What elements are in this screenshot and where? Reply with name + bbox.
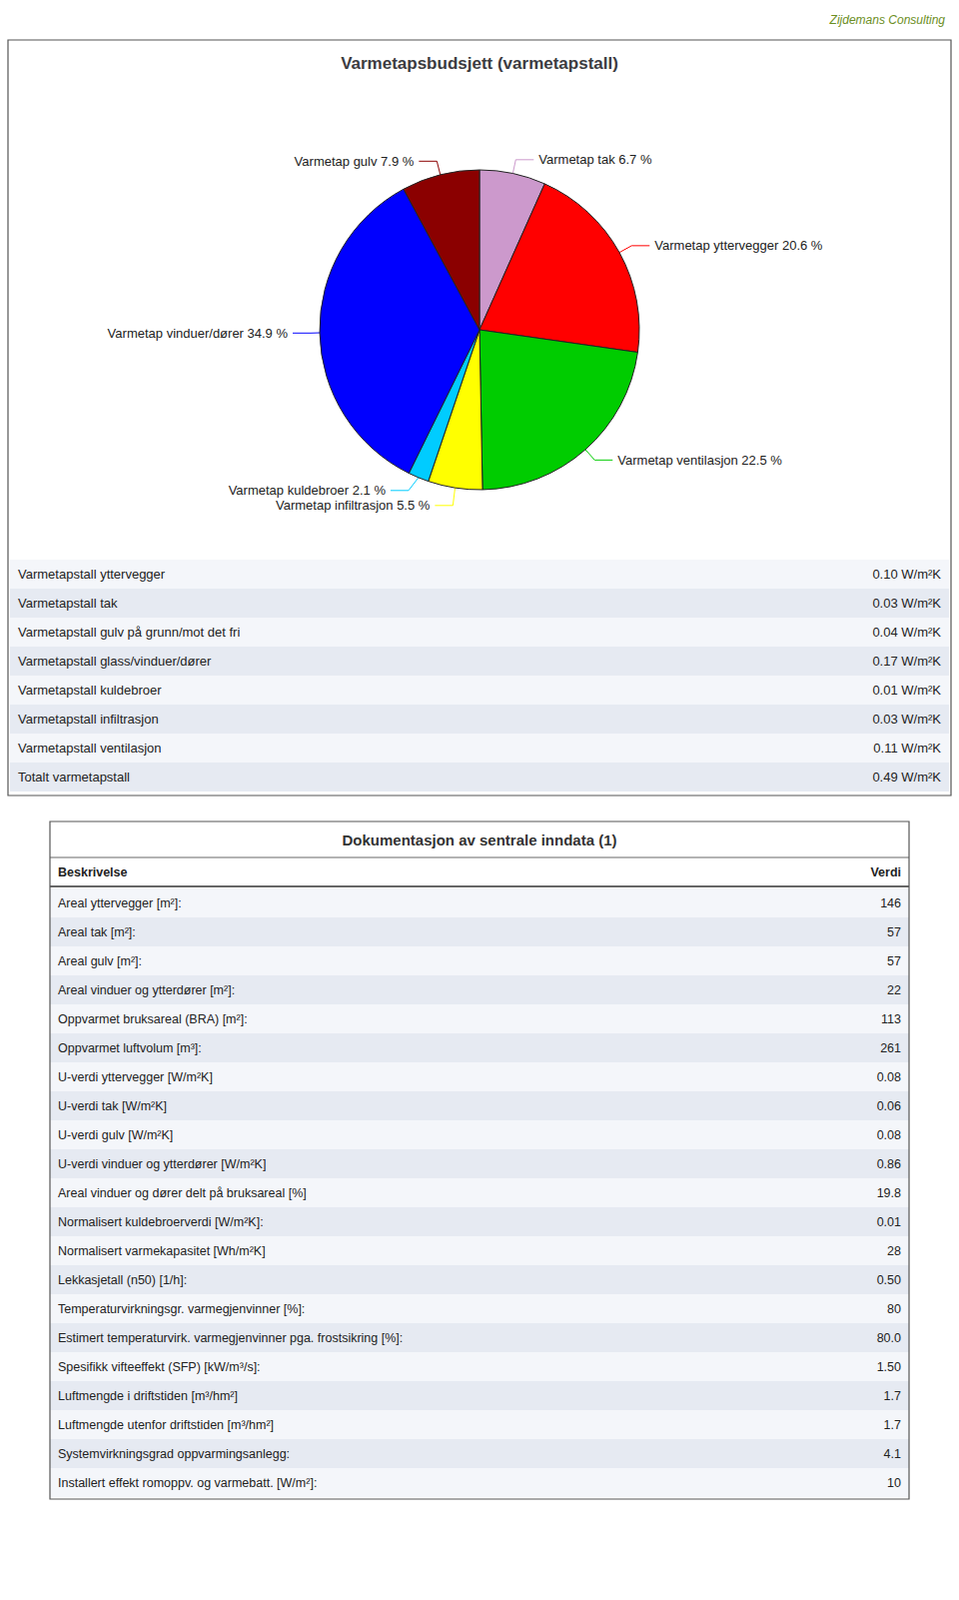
svg-text:Totalt varmetapstall: Totalt varmetapstall <box>17 769 130 785</box>
svg-text:22: 22 <box>887 982 902 997</box>
svg-text:Oppvarmet bruksareal (BRA) [m²: Oppvarmet bruksareal (BRA) [m²]: <box>57 1011 248 1026</box>
svg-text:Varmetapstall yttervegger: Varmetapstall yttervegger <box>17 566 166 582</box>
svg-text:80: 80 <box>887 1301 902 1316</box>
svg-text:Verdi: Verdi <box>870 865 902 880</box>
svg-text:Areal yttervegger [m²]:: Areal yttervegger [m²]: <box>57 896 182 911</box>
svg-text:0.86: 0.86 <box>877 1156 902 1171</box>
svg-text:U-verdi tak [W/m²K]: U-verdi tak [W/m²K] <box>57 1098 167 1113</box>
svg-text:U-verdi vinduer og ytterdører: U-verdi vinduer og ytterdører [W/m²K] <box>57 1156 266 1171</box>
svg-text:Normalisert varmekapasitet [Wh: Normalisert varmekapasitet [Wh/m²K] <box>57 1243 266 1258</box>
svg-text:19.8: 19.8 <box>877 1185 902 1200</box>
svg-text:10: 10 <box>887 1475 902 1490</box>
svg-text:80.0: 80.0 <box>877 1330 902 1345</box>
svg-text:Dokumentasjon av sentrale innd: Dokumentasjon av sentrale inndata (1) <box>341 831 617 849</box>
svg-text:Areal tak [m²]:: Areal tak [m²]: <box>57 925 136 940</box>
svg-text:Areal vinduer og ytterdører [m: Areal vinduer og ytterdører [m²]: <box>57 982 235 997</box>
svg-text:Varmetap infiltrasjon 5.5 %: Varmetap infiltrasjon 5.5 % <box>275 497 431 513</box>
svg-text:1.7: 1.7 <box>884 1417 902 1432</box>
svg-text:113: 113 <box>881 1011 902 1026</box>
svg-text:Varmetapsbudsjett (varmetapsta: Varmetapsbudsjett (varmetapstall) <box>340 53 619 73</box>
svg-text:146: 146 <box>880 896 902 911</box>
svg-text:Varmetapstall gulv på grunn/mo: Varmetapstall gulv på grunn/mot det fri <box>17 624 240 640</box>
svg-text:28: 28 <box>887 1243 902 1258</box>
svg-text:0.08: 0.08 <box>877 1069 902 1084</box>
svg-text:Estimert temperaturvirk. varme: Estimert temperaturvirk. varmegjenvinner… <box>57 1330 403 1345</box>
svg-text:Temperaturvirkningsgr. varmegj: Temperaturvirkningsgr. varmegjenvinner [… <box>57 1301 305 1316</box>
svg-text:57: 57 <box>887 954 902 968</box>
svg-text:0.01 W/m²K: 0.01 W/m²K <box>872 682 942 698</box>
svg-text:0.17 W/m²K: 0.17 W/m²K <box>872 653 942 669</box>
svg-text:Varmetap gulv 7.9 %: Varmetap gulv 7.9 % <box>294 153 415 169</box>
svg-text:1.7: 1.7 <box>884 1388 902 1403</box>
svg-text:0.50: 0.50 <box>877 1272 902 1287</box>
svg-text:Areal gulv [m²]:: Areal gulv [m²]: <box>57 954 142 968</box>
svg-text:Varmetap vinduer/dører 34.9 %: Varmetap vinduer/dører 34.9 % <box>107 325 289 341</box>
svg-text:Varmetap yttervegger 20.6 %: Varmetap yttervegger 20.6 % <box>654 237 824 253</box>
svg-text:Luftmengde i driftstiden [m³/h: Luftmengde i driftstiden [m³/hm²] <box>57 1388 238 1403</box>
svg-text:0.08: 0.08 <box>877 1127 902 1142</box>
svg-text:0.04 W/m²K: 0.04 W/m²K <box>872 624 942 640</box>
svg-text:Varmetapstall infiltrasjon: Varmetapstall infiltrasjon <box>17 711 159 727</box>
svg-text:57: 57 <box>887 925 902 940</box>
svg-text:4.1: 4.1 <box>884 1446 902 1461</box>
svg-text:0.03 W/m²K: 0.03 W/m²K <box>872 595 942 611</box>
svg-text:0.01: 0.01 <box>877 1214 902 1229</box>
svg-text:0.49 W/m²K: 0.49 W/m²K <box>872 769 942 785</box>
svg-text:Varmetap tak 6.7 %: Varmetap tak 6.7 % <box>538 151 653 167</box>
svg-text:Luftmengde utenfor driftstiden: Luftmengde utenfor driftstiden [m³/hm²] <box>57 1417 274 1432</box>
svg-text:0.10 W/m²K: 0.10 W/m²K <box>872 566 942 582</box>
svg-text:Oppvarmet luftvolum [m³]:: Oppvarmet luftvolum [m³]: <box>57 1040 202 1055</box>
svg-text:Varmetap kuldebroer 2.1 %: Varmetap kuldebroer 2.1 % <box>228 482 387 498</box>
svg-text:261: 261 <box>880 1040 902 1055</box>
svg-text:Varmetap ventilasjon 22.5 %: Varmetap ventilasjon 22.5 % <box>617 452 783 468</box>
svg-text:0.03 W/m²K: 0.03 W/m²K <box>872 711 942 727</box>
svg-text:U-verdi gulv [W/m²K]: U-verdi gulv [W/m²K] <box>57 1127 173 1142</box>
svg-text:Varmetapstall glass/vinduer/dø: Varmetapstall glass/vinduer/dører <box>17 653 212 669</box>
svg-text:Installert effekt romoppv. og: Installert effekt romoppv. og varmebatt.… <box>57 1475 317 1490</box>
svg-text:Beskrivelse: Beskrivelse <box>57 865 128 880</box>
svg-text:U-verdi yttervegger [W/m²K]: U-verdi yttervegger [W/m²K] <box>57 1069 213 1084</box>
svg-text:0.11 W/m²K: 0.11 W/m²K <box>873 740 942 756</box>
svg-text:Normalisert kuldebroerverdi [W: Normalisert kuldebroerverdi [W/m²K]: <box>57 1214 264 1229</box>
svg-text:Spesifikk vifteeffekt (SFP) [k: Spesifikk vifteeffekt (SFP) [kW/m³/s]: <box>57 1359 261 1374</box>
svg-text:Varmetapstall kuldebroer: Varmetapstall kuldebroer <box>17 682 162 698</box>
svg-text:Varmetapstall tak: Varmetapstall tak <box>17 595 118 611</box>
svg-text:0.06: 0.06 <box>877 1098 902 1113</box>
svg-text:Varmetapstall ventilasjon: Varmetapstall ventilasjon <box>17 740 162 756</box>
svg-text:Systemvirkningsgrad oppvarming: Systemvirkningsgrad oppvarmingsanlegg: <box>57 1446 290 1461</box>
svg-text:1.50: 1.50 <box>877 1359 902 1374</box>
svg-text:Lekkasjetall (n50) [1/h]:: Lekkasjetall (n50) [1/h]: <box>57 1272 187 1287</box>
svg-text:Areal vinduer og dører delt på: Areal vinduer og dører delt på bruksarea… <box>57 1185 307 1200</box>
svg-text:Zijdemans Consulting: Zijdemans Consulting <box>829 12 947 27</box>
